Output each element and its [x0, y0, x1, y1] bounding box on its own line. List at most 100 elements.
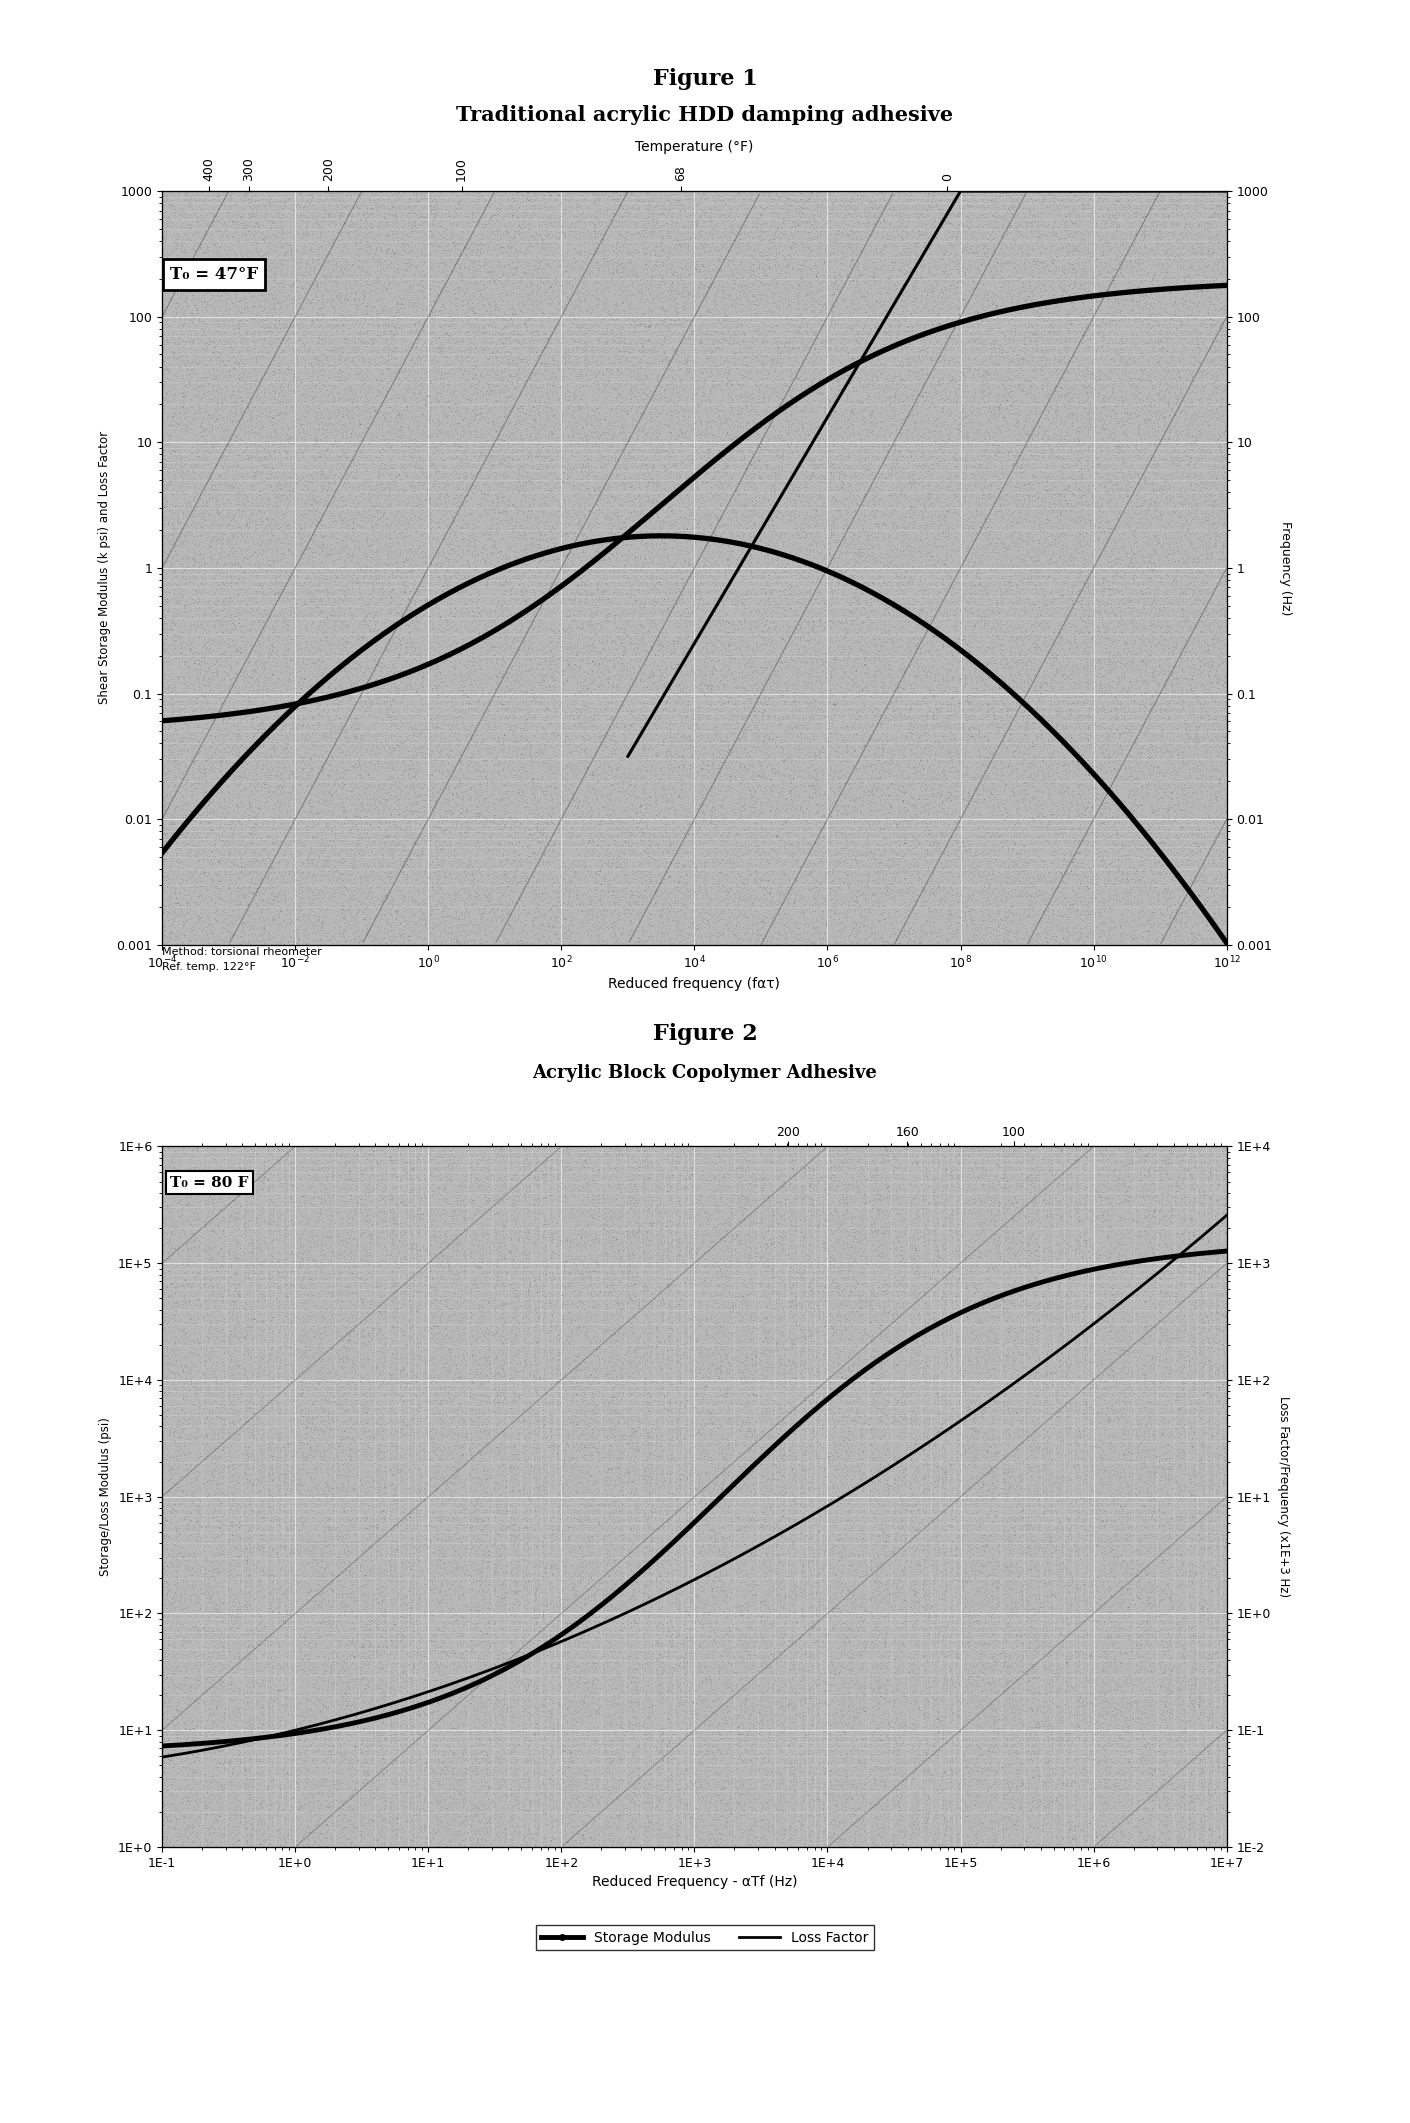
- Point: [1060, 548, 1083, 582]
- Point: [1043, 1287, 1066, 1321]
- Point: [331, 641, 354, 675]
- Point: [908, 741, 931, 775]
- Point: [732, 276, 754, 310]
- Point: [537, 1492, 560, 1526]
- Point: [822, 1189, 845, 1223]
- Point: [808, 1410, 830, 1444]
- Point: [749, 1590, 771, 1624]
- Point: [582, 1580, 605, 1613]
- Point: [489, 1427, 512, 1461]
- Point: [660, 845, 682, 879]
- Point: [990, 1813, 1012, 1847]
- Point: [752, 802, 774, 836]
- Point: [1096, 1788, 1118, 1822]
- Point: [766, 1325, 788, 1359]
- Point: [367, 1707, 389, 1741]
- Point: [248, 639, 271, 673]
- Point: [664, 1337, 687, 1371]
- Point: [1101, 393, 1124, 427]
- Point: [723, 1599, 746, 1633]
- Point: [939, 267, 962, 301]
- Point: [1018, 236, 1041, 270]
- Point: [1214, 1301, 1237, 1335]
- Point: [529, 813, 551, 847]
- Point: [950, 1811, 973, 1845]
- Point: [1100, 314, 1122, 348]
- Point: [252, 656, 275, 690]
- Point: [974, 323, 997, 357]
- Point: [993, 794, 1015, 828]
- Point: [1144, 798, 1166, 832]
- Point: [643, 214, 666, 248]
- Point: [362, 779, 385, 813]
- Point: [264, 229, 286, 263]
- Point: [979, 456, 1001, 490]
- Point: [747, 1673, 770, 1707]
- Point: [1026, 1395, 1049, 1429]
- Point: [902, 605, 925, 639]
- Point: [360, 1734, 382, 1768]
- Point: [352, 1819, 375, 1853]
- Point: [1041, 575, 1063, 609]
- Point: [505, 255, 527, 289]
- Point: [402, 1743, 424, 1777]
- Point: [630, 552, 653, 586]
- Point: [1125, 212, 1148, 246]
- Point: [653, 1325, 675, 1359]
- Point: [532, 904, 554, 938]
- Point: [918, 391, 940, 425]
- Point: [654, 628, 677, 662]
- Point: [1084, 1376, 1107, 1410]
- Point: [544, 1374, 567, 1408]
- Point: [209, 1412, 231, 1446]
- Point: [863, 206, 885, 240]
- Point: [661, 628, 684, 662]
- Point: [640, 656, 663, 690]
- Point: [457, 422, 479, 456]
- Point: [154, 365, 176, 399]
- Point: [312, 367, 334, 401]
- Point: [259, 611, 282, 645]
- Point: [979, 397, 1001, 431]
- Point: [1163, 730, 1186, 764]
- Point: [262, 656, 285, 690]
- Point: [1100, 701, 1122, 735]
- Point: [646, 1512, 668, 1546]
- Point: [379, 1348, 402, 1382]
- Point: [376, 1444, 399, 1478]
- Point: [634, 1301, 657, 1335]
- Point: [988, 342, 1011, 376]
- Point: [537, 372, 560, 405]
- Point: [516, 822, 539, 856]
- Point: [580, 607, 602, 641]
- Point: [1045, 836, 1067, 870]
- Point: [317, 265, 340, 299]
- Point: [439, 1297, 461, 1331]
- Point: [1010, 902, 1032, 936]
- Point: [1021, 694, 1043, 728]
- Point: [1206, 883, 1228, 917]
- Point: [794, 1227, 816, 1261]
- Point: [613, 1599, 636, 1633]
- Point: [980, 1331, 1003, 1365]
- Point: [258, 624, 281, 658]
- Point: [158, 210, 180, 244]
- Point: [1155, 1490, 1177, 1524]
- Point: [601, 323, 623, 357]
- Point: [701, 896, 723, 930]
- Point: [375, 272, 398, 306]
- Point: [1038, 1465, 1060, 1499]
- Point: [415, 1794, 437, 1828]
- Point: [712, 686, 735, 720]
- Point: [189, 323, 211, 357]
- Point: [620, 350, 643, 384]
- Point: [440, 335, 462, 369]
- Point: [890, 1399, 912, 1433]
- Point: [713, 439, 736, 473]
- Point: [650, 539, 673, 573]
- Point: [306, 921, 329, 955]
- Point: [969, 257, 991, 291]
- Point: [1191, 1694, 1214, 1728]
- Point: [675, 344, 698, 378]
- Point: [1107, 1199, 1129, 1233]
